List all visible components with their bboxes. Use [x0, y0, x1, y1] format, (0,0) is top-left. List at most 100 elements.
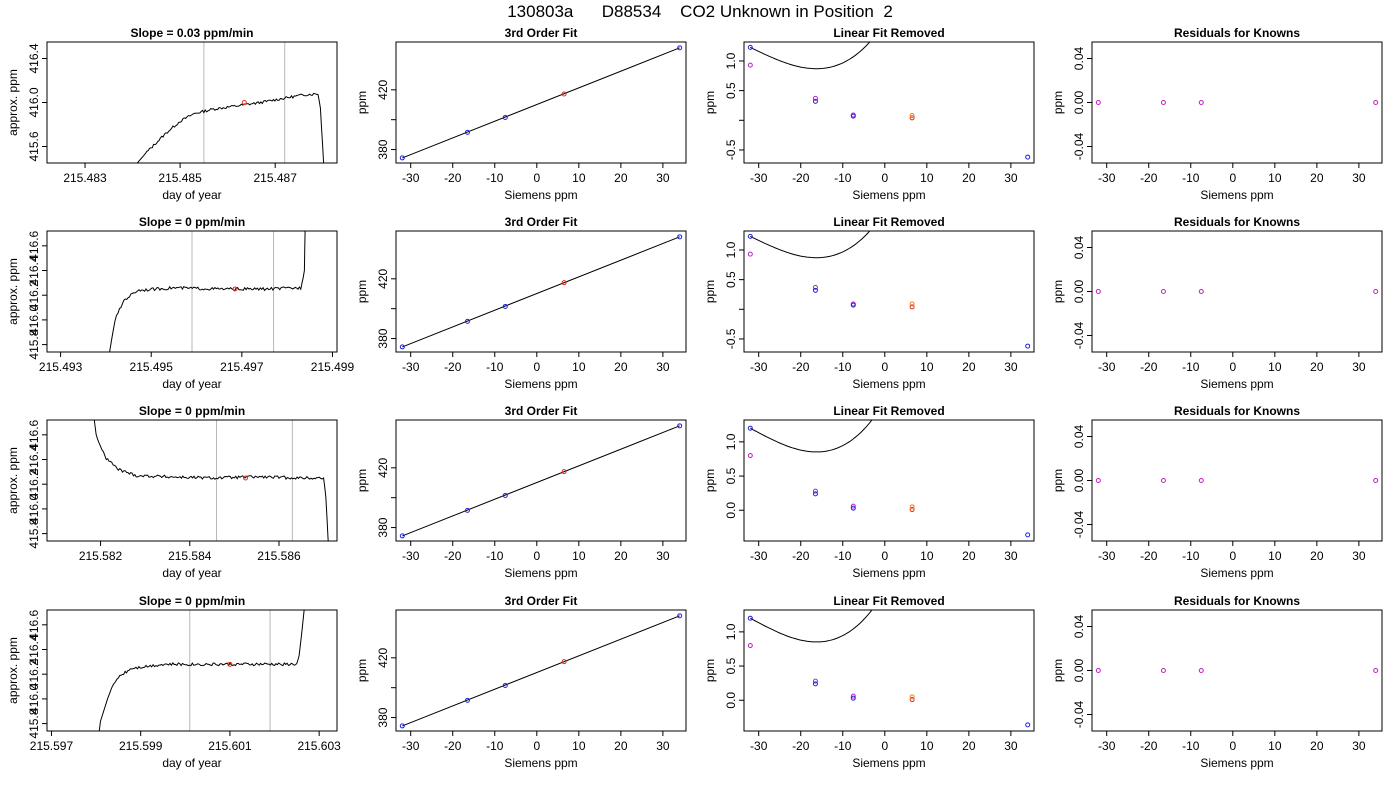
panel-3-2: -30 -20 -10 0 10 20 30 380 420 3rd Order Fit Sieme…: [355, 404, 687, 580]
plot-frame: [46, 230, 338, 353]
known-point: [464, 697, 470, 703]
y-tick-label: -0.04: [1072, 133, 1086, 161]
known-point: [677, 45, 683, 51]
plot-frame: [395, 609, 687, 732]
y-tick-label: -0.04: [1072, 701, 1086, 729]
x-tick-label: 0: [533, 549, 540, 563]
x-tick-label: -20: [792, 739, 810, 753]
unknown-point: [561, 469, 567, 475]
x-tick-label: 215.493: [39, 360, 83, 374]
y-axis-label: ppm: [1051, 91, 1065, 114]
residual-curve: [750, 231, 871, 259]
raw-point: [1198, 478, 1204, 483]
panel-title: Residuals for Knowns: [1174, 215, 1300, 229]
raw-point: [1198, 289, 1204, 294]
y-tick-label: 420: [376, 457, 390, 477]
x-tick-label: -20: [444, 739, 462, 753]
x-tick-label: -30: [1098, 171, 1116, 185]
x-tick-label: 10: [920, 739, 934, 753]
panel-title: 3rd Order Fit: [505, 215, 578, 229]
x-tick-label: -10: [486, 549, 504, 563]
x-tick-label: -20: [444, 549, 462, 563]
y-tick-label: 416.2: [27, 280, 41, 310]
y-tick-label: 0.04: [1072, 614, 1086, 638]
x-tick-label: 30: [656, 360, 670, 374]
y-axis-label: ppm: [1051, 469, 1065, 492]
known-point: [399, 344, 405, 350]
x-tick-label: 30: [1352, 739, 1366, 753]
panel-title: Linear Fit Removed: [833, 594, 944, 608]
panel-1-1: 215.483 215.485 215.487 415.6 416.0 416.4 Slop…: [6, 26, 338, 202]
x-tick-label: -20: [792, 549, 810, 563]
fit-line: [402, 615, 680, 727]
panel-title: Slope = 0 ppm/min: [139, 404, 245, 418]
y-axis-label: approx. ppm: [6, 258, 20, 325]
x-tick-label: 20: [614, 360, 628, 374]
sample-point: [241, 100, 247, 105]
known-point: [812, 681, 818, 687]
plot-data: [747, 420, 1031, 538]
panel-title: Slope = 0 ppm/min: [139, 215, 245, 229]
raw-point: [1095, 478, 1101, 483]
plot-data: [399, 613, 683, 729]
panel-4-4: -30 -20 -10 0 10 20 30 -0.04 0.00 0.04 Residuals f…: [1051, 594, 1383, 770]
y-tick-label: 416.4: [27, 43, 41, 73]
plot-data: [109, 231, 306, 352]
y-tick-label: 415.8: [27, 329, 41, 359]
y-tick-label: 415.8: [27, 708, 41, 738]
y-tick-label: 416.2: [27, 659, 41, 689]
panel-2-3: -30 -20 -10 0 10 20 30 -0.5 0.5 1.0 Linear Fit Rem…: [703, 215, 1035, 391]
y-tick-label: -0.5: [724, 139, 738, 160]
x-tick-label: 10: [572, 360, 586, 374]
x-tick-label: 215.487: [254, 171, 298, 185]
x-tick-label: 30: [1004, 171, 1018, 185]
x-tick-label: 30: [1004, 549, 1018, 563]
known-point: [1025, 722, 1031, 728]
unknown-alt-point: [909, 301, 915, 307]
y-tick-label: 416.4: [27, 634, 41, 664]
known-point: [850, 302, 856, 308]
x-tick-label: 30: [1352, 171, 1366, 185]
plot-frame: [46, 609, 338, 732]
residual-curve: [750, 610, 873, 643]
x-tick-label: 20: [614, 171, 628, 185]
x-tick-label: 215.483: [63, 171, 107, 185]
x-tick-label: 20: [1310, 739, 1324, 753]
x-axis-label: Siemens ppm: [1200, 756, 1273, 770]
y-axis-label: ppm: [703, 91, 717, 114]
fit-line: [402, 47, 680, 159]
raw-point: [812, 95, 818, 101]
unknown-point: [909, 115, 915, 121]
x-tick-label: 215.582: [79, 549, 123, 563]
panel-1-4: -30 -20 -10 0 10 20 30 -0.04 0.00 0.04 Residuals f…: [1051, 26, 1383, 202]
raw-point: [812, 284, 818, 290]
y-tick-label: 416.2: [27, 469, 41, 499]
unknown-point: [909, 697, 915, 703]
y-tick-label: 420: [376, 268, 390, 288]
plot-frame: [743, 609, 1035, 732]
y-tick-label: 416.6: [27, 419, 41, 449]
panel-4-3: -30 -20 -10 0 10 20 30 0.0 0.5 1.0 Linear Fit Remo…: [703, 594, 1035, 770]
y-axis-label: approx. ppm: [6, 447, 20, 514]
x-axis-label: Siemens ppm: [504, 566, 577, 580]
known-point: [502, 114, 508, 120]
x-axis-label: Siemens ppm: [1200, 188, 1273, 202]
x-tick-label: -20: [1140, 549, 1158, 563]
y-tick-label: 0.04: [1072, 424, 1086, 448]
y-tick-label: 0.0: [724, 502, 738, 519]
y-tick-label: 380: [376, 707, 390, 727]
plot-data: [1095, 100, 1379, 105]
x-tick-label: 215.495: [130, 360, 174, 374]
x-tick-label: -20: [792, 360, 810, 374]
x-tick-label: 0: [1229, 739, 1236, 753]
x-tick-label: 10: [920, 360, 934, 374]
x-tick-label: 215.584: [168, 549, 212, 563]
x-tick-label: 215.599: [119, 739, 163, 753]
panel-title: 3rd Order Fit: [505, 594, 578, 608]
x-tick-label: 0: [1229, 171, 1236, 185]
x-tick-label: -30: [750, 360, 768, 374]
y-tick-label: 416.0: [27, 684, 41, 714]
unknown-point: [561, 91, 567, 97]
y-axis-label: ppm: [1051, 659, 1065, 682]
